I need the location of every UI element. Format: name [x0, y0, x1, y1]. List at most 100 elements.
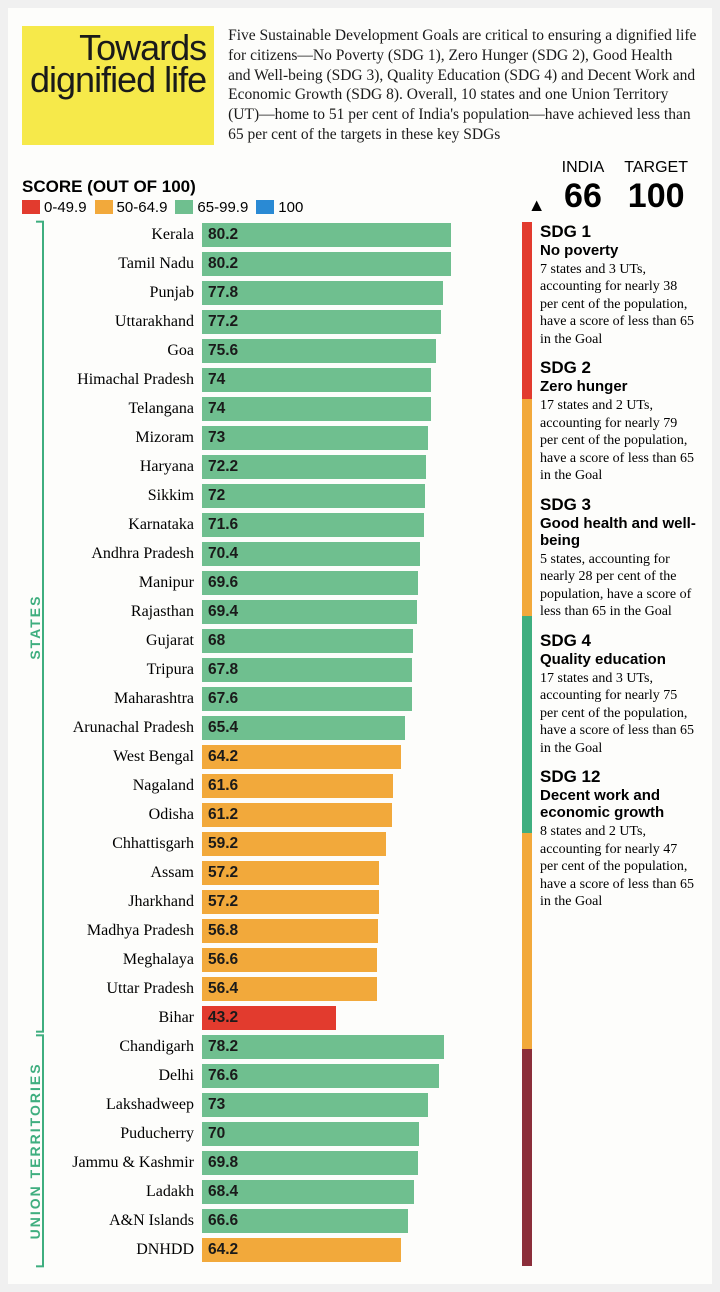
bar-value: 80.2: [208, 252, 238, 276]
sdg-code: SDG 3: [540, 495, 698, 515]
bar-row: Gujarat68: [44, 628, 512, 654]
bar-value: 75.6: [208, 339, 238, 363]
bar-track: 57.2: [202, 890, 512, 914]
bar-value: 77.2: [208, 310, 238, 334]
strip-segment: [522, 616, 532, 833]
bar-value: 61.2: [208, 803, 238, 827]
bar-row: Nagaland61.6: [44, 773, 512, 799]
bar-row: Odisha 61.2: [44, 802, 512, 828]
bar-value: 68: [208, 629, 225, 653]
bar-label: Odisha: [44, 806, 202, 824]
bar-row: Madhya Pradesh 56.8: [44, 918, 512, 944]
bar-value: 73: [208, 426, 225, 450]
bar-value: 70.4: [208, 542, 238, 566]
bar-label: Puducherry: [44, 1125, 202, 1143]
intro-text: Five Sustainable Development Goals are c…: [228, 26, 698, 145]
bar-track: 71.6: [202, 513, 512, 537]
bar-value: 80.2: [208, 223, 238, 247]
bar-row: Arunachal Pradesh 65.4: [44, 715, 512, 741]
bar-value: 65.4: [208, 716, 238, 740]
sdg-desc: 8 states and 2 UTs, accounting for nearl…: [540, 823, 698, 911]
sdg-color-strip: [522, 222, 532, 1266]
bar-track: 43.2: [202, 1006, 512, 1030]
bar-fill: [202, 1035, 444, 1059]
bar-value: 67.6: [208, 687, 238, 711]
strip-segment: [522, 833, 532, 1050]
bar-label: Jharkhand: [44, 893, 202, 911]
bar-label: Mizoram: [44, 429, 202, 447]
bar-track: 68: [202, 629, 512, 653]
bar-value: 76.6: [208, 1064, 238, 1088]
bar-row: Haryana72.2: [44, 454, 512, 480]
bar-track: 80.2: [202, 252, 512, 276]
bar-label: Lakshadweep: [44, 1096, 202, 1114]
bar-label: Haryana: [44, 458, 202, 476]
score-legend: 0-49.950-64.965-99.9100: [22, 199, 528, 216]
bar-value: 71.6: [208, 513, 238, 537]
sdg-item: SDG 1No poverty7 states and 3 UTs, accou…: [540, 222, 698, 349]
bar-row: Himachal Pradesh74: [44, 367, 512, 393]
states-axis-label: STATES: [28, 222, 44, 1032]
bar-row: Tamil Nadu80.2: [44, 251, 512, 277]
bar-row: Jharkhand57.2: [44, 889, 512, 915]
bar-track: 74: [202, 397, 512, 421]
bar-row: Mizoram 73: [44, 425, 512, 451]
target-score-box: TARGET 100: [624, 159, 688, 216]
bar-row: Puducherry70: [44, 1121, 512, 1147]
score-title: SCORE (OUT OF 100): [22, 177, 528, 197]
bar-row: Maharashtra67.6: [44, 686, 512, 712]
bar-row: Manipur69.6: [44, 570, 512, 596]
bar-fill: [202, 1093, 428, 1117]
bar-row: Andhra Pradesh70.4: [44, 541, 512, 567]
bar-value: 74: [208, 397, 225, 421]
bar-label: Himachal Pradesh: [44, 371, 202, 389]
legend-swatch: [175, 200, 193, 214]
bar-label: Goa: [44, 342, 202, 360]
bar-row: Tripura67.8: [44, 657, 512, 683]
bar-track: 77.8: [202, 281, 512, 305]
bar-row: A&N Islands66.6: [44, 1208, 512, 1234]
sdg-title: Good health and well-being: [540, 515, 698, 549]
bar-track: 73: [202, 426, 512, 450]
infographic-container: Towards dignified life Five Sustainable …: [8, 8, 712, 1284]
bar-track: 74: [202, 368, 512, 392]
bar-label: Arunachal Pradesh: [44, 719, 202, 737]
sdg-title: Zero hunger: [540, 378, 698, 395]
bar-track: 68.4: [202, 1180, 512, 1204]
bar-track: 56.8: [202, 919, 512, 943]
bar-fill: [202, 368, 431, 392]
sdg-code: SDG 1: [540, 222, 698, 242]
bar-track: 59.2: [202, 832, 512, 856]
bar-track: 69.8: [202, 1151, 512, 1175]
bar-row: Uttar Pradesh56.4: [44, 976, 512, 1002]
bar-fill: [202, 484, 425, 508]
bar-row: Punjab77.8: [44, 280, 512, 306]
bar-value: 72: [208, 484, 225, 508]
sdg-item: SDG 3Good health and well-being5 states,…: [540, 495, 698, 621]
bar-label: Nagaland: [44, 777, 202, 795]
sdg-desc: 5 states, accounting for nearly 28 per c…: [540, 551, 698, 621]
sdg-code: SDG 12: [540, 767, 698, 787]
sdg-title: Quality education: [540, 651, 698, 668]
bar-value: 69.6: [208, 571, 238, 595]
legend-range: 50-64.9: [117, 199, 168, 216]
bar-value: 43.2: [208, 1006, 238, 1030]
bar-track: 57.2: [202, 861, 512, 885]
bar-row: Chandigarh78.2: [44, 1034, 512, 1060]
bar-fill: [202, 397, 431, 421]
bar-row: Chhattisgarh59.2: [44, 831, 512, 857]
bar-label: Madhya Pradesh: [44, 922, 202, 940]
bar-track: 64.2: [202, 745, 512, 769]
bar-label: Ladakh: [44, 1183, 202, 1201]
bar-track: 72.2: [202, 455, 512, 479]
sdg-item: SDG 2Zero hunger17 states and 2 UTs, acc…: [540, 358, 698, 485]
bar-track: 64.2: [202, 1238, 512, 1262]
strip-segment: [522, 399, 532, 616]
sdg-title: Decent work and economic growth: [540, 787, 698, 821]
bar-track: 70: [202, 1122, 512, 1146]
bar-label: Uttar Pradesh: [44, 980, 202, 998]
india-label: INDIA: [562, 159, 605, 177]
bar-label: Sikkim: [44, 487, 202, 505]
bar-value: 56.8: [208, 919, 238, 943]
bar-track: 67.8: [202, 658, 512, 682]
